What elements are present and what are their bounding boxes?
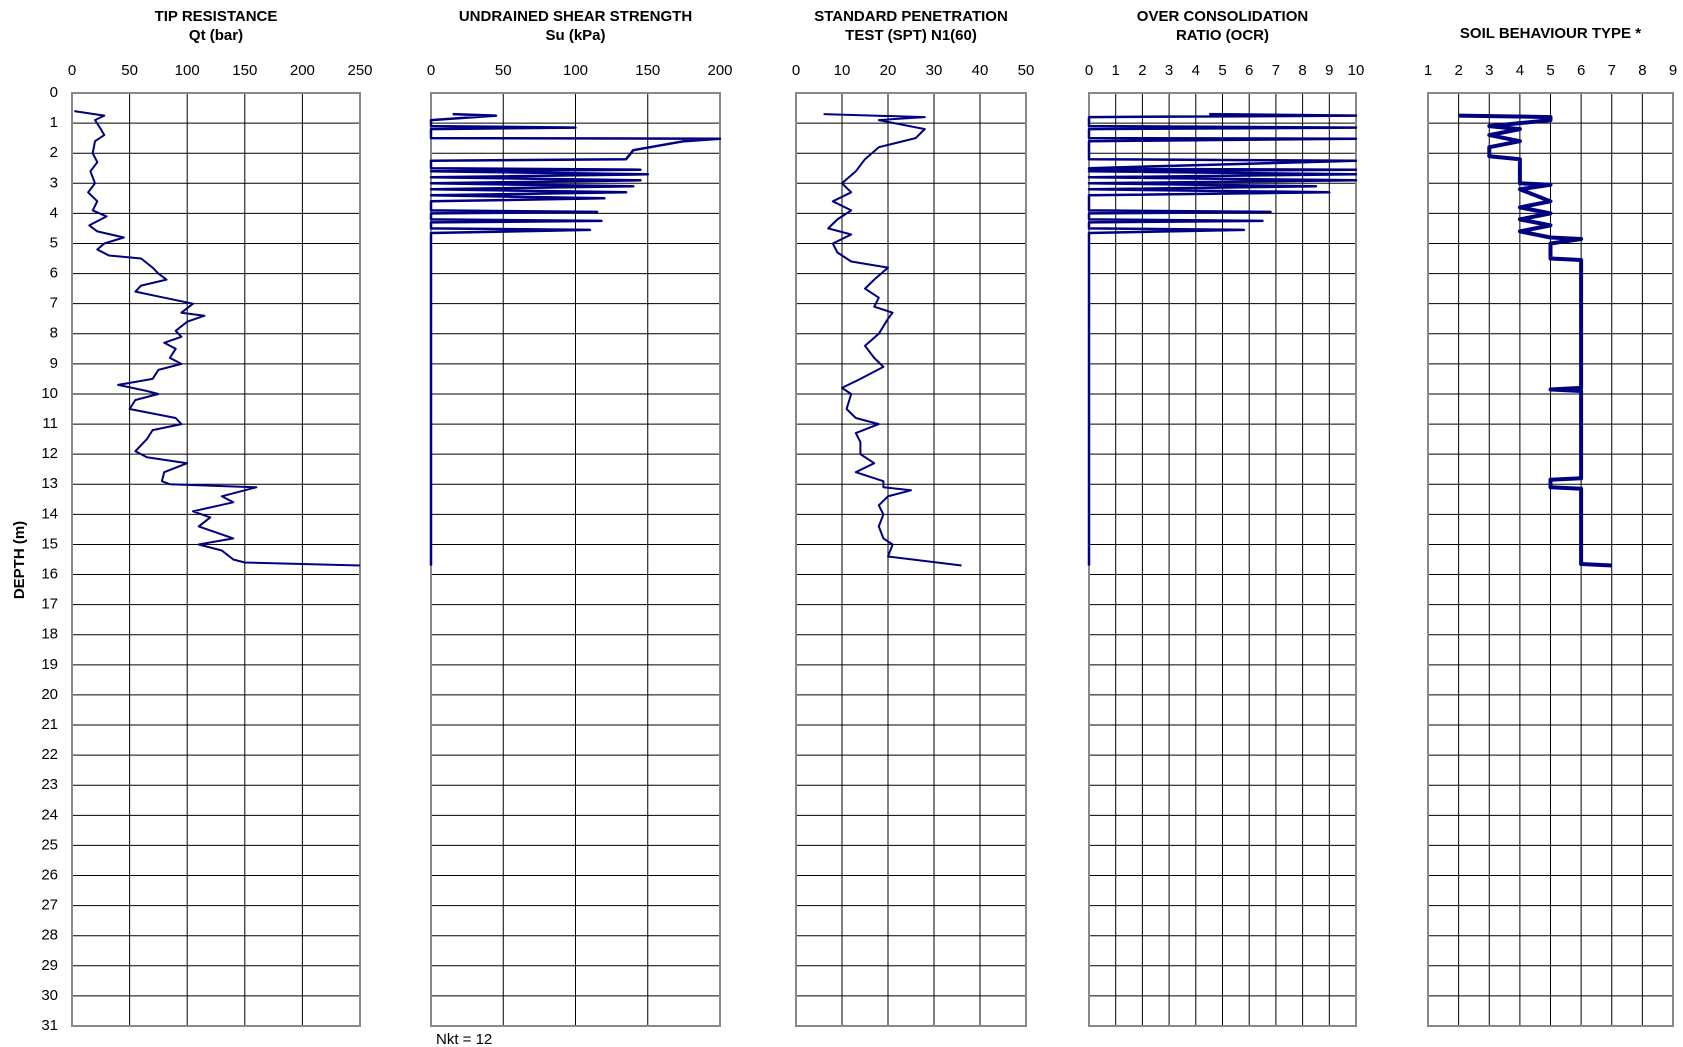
chart-title: SOIL BEHAVIOUR TYPE * — [1460, 25, 1641, 42]
y-tick-label: 26 — [41, 866, 58, 883]
y-tick-label: 23 — [41, 776, 58, 793]
x-tick-label: 5 — [1218, 62, 1226, 79]
x-tick-label: 50 — [121, 62, 138, 79]
plot-frame — [71, 92, 361, 1027]
y-tick-label: 31 — [41, 1017, 58, 1034]
chart-title: RATIO (OCR) — [1176, 27, 1269, 44]
x-tick-label: 10 — [1348, 62, 1365, 79]
y-tick-label: 12 — [41, 445, 58, 462]
x-tick-label: 50 — [1018, 62, 1035, 79]
depth-profile-line — [1458, 113, 1612, 568]
x-tick-label: 200 — [290, 62, 315, 79]
chart-title: Qt (bar) — [189, 27, 243, 44]
y-tick-label: 21 — [41, 716, 58, 733]
chart-title: STANDARD PENETRATION — [814, 8, 1008, 25]
x-tick-label: 9 — [1325, 62, 1333, 79]
x-tick-label: 2 — [1138, 62, 1146, 79]
y-tick-label: 6 — [50, 265, 58, 282]
plot-frame — [795, 92, 1027, 1027]
y-tick-label: 2 — [50, 144, 58, 161]
chart-title: OVER CONSOLIDATION — [1137, 8, 1308, 25]
y-tick-label: 13 — [41, 475, 58, 492]
y-tick-label: 5 — [50, 234, 58, 251]
y-tick-label: 11 — [42, 415, 58, 432]
y-tick-label: 8 — [50, 325, 58, 342]
x-tick-label: 0 — [68, 62, 76, 79]
x-tick-label: 150 — [635, 62, 660, 79]
x-tick-label: 7 — [1608, 62, 1616, 79]
y-tick-label: 9 — [50, 355, 58, 372]
chart-title: Su (kPa) — [545, 27, 605, 44]
x-tick-label: 2 — [1454, 62, 1462, 79]
y-tick-label: 27 — [41, 897, 58, 914]
y-tick-label: 30 — [41, 987, 58, 1004]
y-tick-label: 20 — [41, 686, 58, 703]
x-tick-label: 7 — [1272, 62, 1280, 79]
x-tick-label: 1 — [1424, 62, 1432, 79]
chart-title: TIP RESISTANCE — [155, 8, 278, 25]
y-tick-label: 10 — [41, 385, 58, 402]
annotation: Nkt = 12 — [436, 1031, 492, 1047]
y-tick-label: 17 — [41, 596, 58, 613]
y-tick-label: 25 — [41, 836, 58, 853]
x-tick-label: 4 — [1192, 62, 1200, 79]
y-tick-label: 3 — [50, 174, 58, 191]
x-tick-label: 6 — [1577, 62, 1585, 79]
x-tick-label: 150 — [232, 62, 257, 79]
depth-profile-line — [429, 112, 722, 566]
y-tick-label: 16 — [41, 566, 58, 583]
y-tick-label: 29 — [41, 957, 58, 974]
y-tick-label: 1 — [50, 114, 58, 131]
y-tick-label: 24 — [41, 806, 58, 823]
x-tick-label: 5 — [1546, 62, 1554, 79]
x-tick-label: 50 — [495, 62, 512, 79]
y-tick-label: 14 — [41, 505, 58, 522]
chart-title: TEST (SPT) N1(60) — [845, 27, 977, 44]
x-tick-label: 20 — [880, 62, 897, 79]
x-tick-label: 4 — [1516, 62, 1524, 79]
y-tick-label: 22 — [41, 746, 58, 763]
x-tick-label: 30 — [926, 62, 943, 79]
x-tick-label: 3 — [1485, 62, 1493, 79]
depth-profile-line — [74, 110, 361, 567]
depth-profile-line — [1087, 112, 1358, 566]
x-tick-label: 100 — [563, 62, 588, 79]
x-tick-label: 10 — [834, 62, 851, 79]
x-tick-label: 40 — [972, 62, 989, 79]
y-tick-label: 19 — [41, 656, 58, 673]
x-tick-label: 8 — [1298, 62, 1306, 79]
x-tick-label: 6 — [1245, 62, 1253, 79]
x-tick-label: 250 — [347, 62, 372, 79]
depth-profile-line — [823, 113, 962, 567]
x-tick-label: 1 — [1112, 62, 1120, 79]
x-tick-label: 3 — [1165, 62, 1173, 79]
x-tick-label: 0 — [427, 62, 435, 79]
y-tick-label: 4 — [50, 204, 58, 221]
plot-frame — [1427, 92, 1674, 1027]
y-tick-label: 7 — [50, 295, 58, 312]
x-tick-label: 9 — [1669, 62, 1677, 79]
y-axis-label: DEPTH (m) — [11, 521, 28, 599]
y-tick-label: 28 — [41, 927, 58, 944]
y-tick-label: 15 — [41, 535, 58, 552]
x-tick-label: 200 — [707, 62, 732, 79]
x-tick-label: 8 — [1638, 62, 1646, 79]
x-tick-label: 0 — [1085, 62, 1093, 79]
y-tick-label: 0 — [50, 84, 58, 101]
x-tick-label: 100 — [175, 62, 200, 79]
chart-title: UNDRAINED SHEAR STRENGTH — [459, 8, 692, 25]
y-tick-label: 18 — [41, 626, 58, 643]
x-tick-label: 0 — [792, 62, 800, 79]
